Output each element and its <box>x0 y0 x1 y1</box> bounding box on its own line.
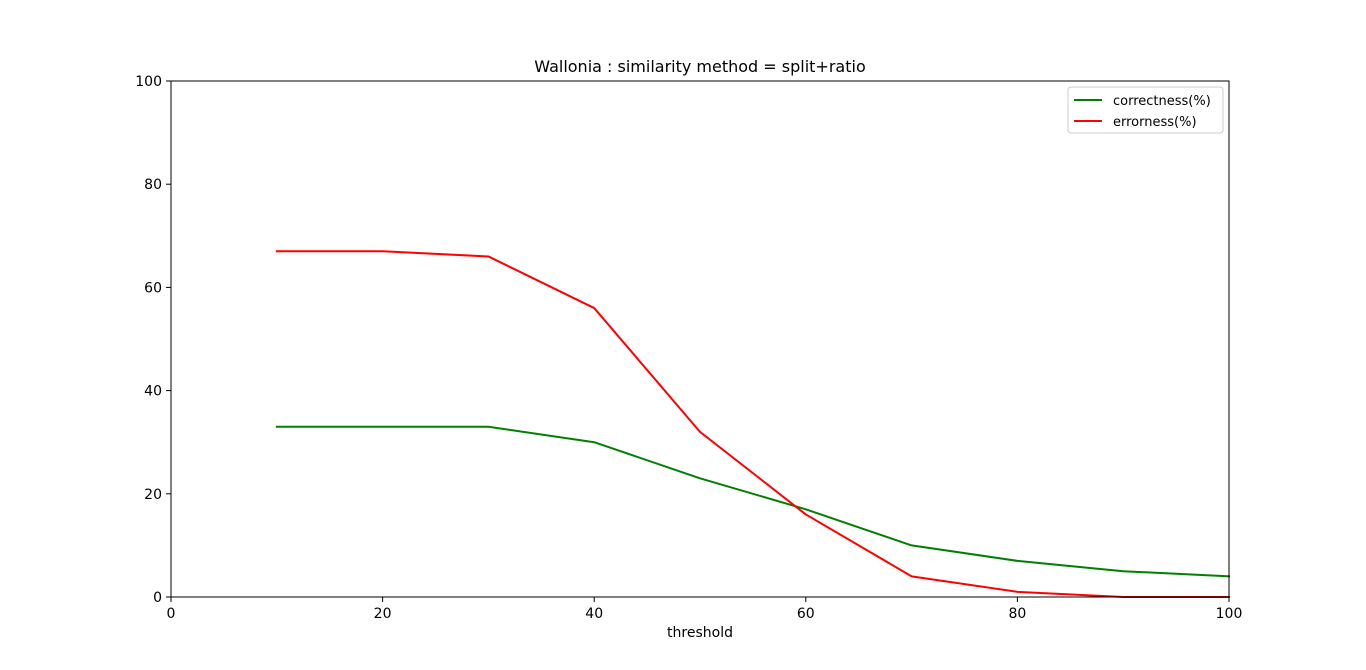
axes: 0 20 40 60 80 100 0 20 40 60 80 100 <box>135 74 1242 622</box>
series-line-1 <box>275 425 1231 578</box>
x-tick-label: 20 <box>374 606 392 622</box>
y-tick-label: 100 <box>135 74 162 90</box>
x-axis-label: threshold <box>667 625 733 641</box>
x-tick-label: 40 <box>585 606 603 622</box>
x-tick-label: 60 <box>797 606 815 622</box>
axes-frame <box>170 80 1230 598</box>
chart-title: Wallonia : similarity method = split+rat… <box>534 57 865 76</box>
plot-area <box>275 250 1231 598</box>
x-tick-label: 0 <box>167 606 176 622</box>
legend-box <box>1067 86 1224 134</box>
y-tick-label: 40 <box>144 384 162 400</box>
x-tick-label: 100 <box>1216 606 1243 622</box>
y-tick-label: 80 <box>144 177 162 193</box>
legend: correctness(%) errorness(%) <box>1067 86 1224 134</box>
legend-entry-1: correctness(%) <box>1113 94 1211 109</box>
y-tick-label: 0 <box>153 590 162 606</box>
legend-entry-2: errorness(%) <box>1113 115 1197 130</box>
y-tick-label: 60 <box>144 280 162 296</box>
x-tick-label: 80 <box>1008 606 1026 622</box>
y-tick-label: 20 <box>144 487 162 503</box>
series-line-2 <box>275 250 1230 598</box>
